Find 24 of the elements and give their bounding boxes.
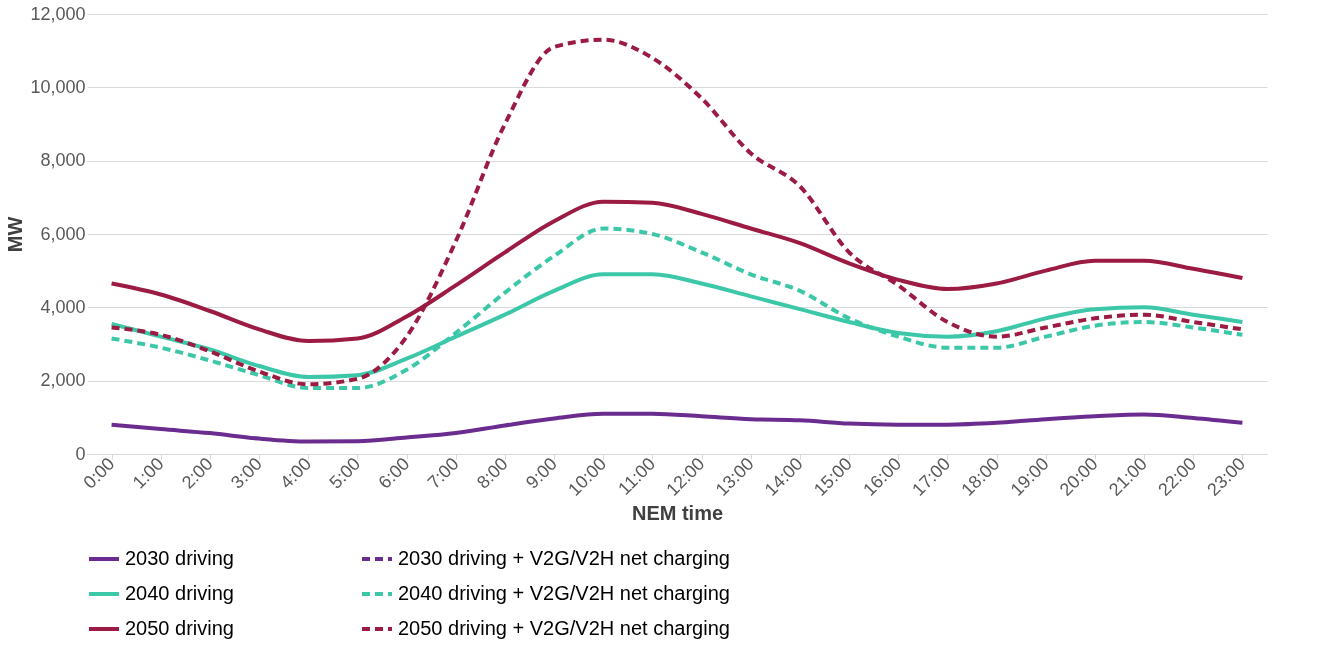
line-series	[109, 411, 1245, 444]
x-tick-label: 3:00	[227, 453, 266, 493]
legend-label: 2040 driving	[125, 582, 234, 604]
y-tick-label: 12,000	[30, 3, 86, 24]
x-axis-title: NEM time	[631, 501, 724, 524]
y-tick-label: 6,000	[40, 223, 86, 244]
x-tick-label: 4:00	[276, 453, 316, 493]
legend-label: 2040 driving + V2G/V2H net charging	[398, 582, 730, 604]
legend-label: 2030 driving + V2G/V2H net charging	[398, 547, 730, 569]
legend-label: 2030 driving	[125, 547, 234, 569]
y-tick-label: 4,000	[40, 296, 86, 317]
x-tick-label: 8:00	[472, 453, 512, 493]
y-tick-label: 2,000	[40, 370, 86, 391]
y-tick-label: 0	[75, 443, 86, 464]
x-tick-label: 7:00	[423, 453, 463, 493]
legend-label: 2050 driving	[125, 617, 234, 639]
legend-label: 2050 driving + V2G/V2H net charging	[398, 617, 730, 639]
x-tick-label: 6:00	[374, 453, 414, 493]
line-series	[109, 226, 1245, 390]
y-axis-title: MW	[4, 216, 27, 253]
x-tick-label: 5:00	[325, 453, 365, 493]
y-tick-label: 8,000	[40, 150, 86, 171]
y-tick-label: 10,000	[30, 76, 86, 97]
x-tick-label: 9:00	[522, 453, 561, 493]
